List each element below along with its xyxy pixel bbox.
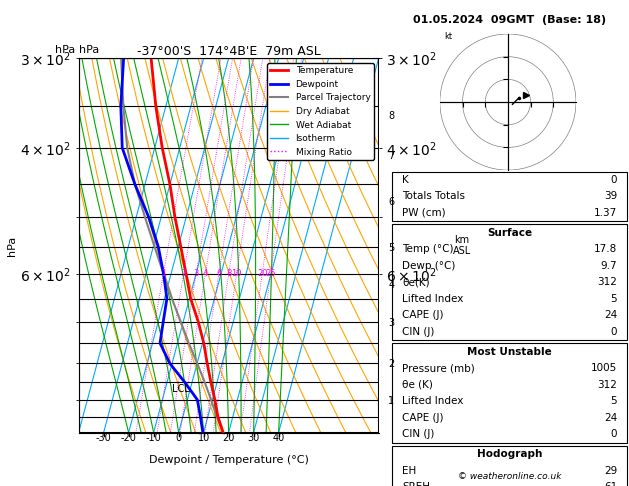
Text: 10: 10 <box>198 433 209 443</box>
Text: EH: EH <box>402 466 416 476</box>
Text: 2: 2 <box>181 269 186 278</box>
Text: 24: 24 <box>604 413 617 423</box>
Text: 0: 0 <box>611 327 617 337</box>
Text: -10: -10 <box>146 433 162 443</box>
Text: SREH: SREH <box>402 482 430 486</box>
Text: 0: 0 <box>175 433 182 443</box>
Text: CAPE (J): CAPE (J) <box>402 311 443 320</box>
Text: 30: 30 <box>247 433 260 443</box>
Text: 20: 20 <box>257 269 267 278</box>
Legend: Temperature, Dewpoint, Parcel Trajectory, Dry Adiabat, Wet Adiabat, Isotherm, Mi: Temperature, Dewpoint, Parcel Trajectory… <box>267 63 374 160</box>
Text: 8: 8 <box>226 269 231 278</box>
Text: Pressure (mb): Pressure (mb) <box>402 363 475 373</box>
Text: 9.7: 9.7 <box>601 261 617 271</box>
Text: 1: 1 <box>161 269 166 278</box>
Text: 20: 20 <box>223 433 235 443</box>
Text: Lifted Index: Lifted Index <box>402 294 464 304</box>
Text: K: K <box>402 175 409 185</box>
Text: 0: 0 <box>611 175 617 185</box>
Text: θe(K): θe(K) <box>402 278 430 287</box>
Text: 24: 24 <box>604 311 617 320</box>
Text: 29: 29 <box>604 466 617 476</box>
Text: -30: -30 <box>96 433 111 443</box>
Text: Dewp (°C): Dewp (°C) <box>402 261 455 271</box>
Text: 17.8: 17.8 <box>594 244 617 254</box>
Text: CIN (J): CIN (J) <box>402 429 434 439</box>
Text: 4: 4 <box>203 269 208 278</box>
Text: 312: 312 <box>597 380 617 390</box>
Text: 5: 5 <box>610 396 617 406</box>
Text: 1.37: 1.37 <box>594 208 617 218</box>
Text: 1005: 1005 <box>591 363 617 373</box>
Text: hPa: hPa <box>79 45 99 54</box>
Text: 61: 61 <box>604 482 617 486</box>
Y-axis label: km
ASL: km ASL <box>453 235 471 256</box>
Text: hPa: hPa <box>55 45 75 54</box>
Text: 25: 25 <box>265 269 276 278</box>
Text: LCL: LCL <box>172 384 190 394</box>
Text: 5: 5 <box>610 294 617 304</box>
Text: kt: kt <box>445 32 452 40</box>
Text: 0: 0 <box>611 429 617 439</box>
Text: Dewpoint / Temperature (°C): Dewpoint / Temperature (°C) <box>148 455 309 465</box>
Text: 39: 39 <box>604 191 617 201</box>
Text: Totals Totals: Totals Totals <box>402 191 465 201</box>
Text: θe (K): θe (K) <box>402 380 433 390</box>
Text: 40: 40 <box>272 433 285 443</box>
Text: Most Unstable: Most Unstable <box>467 347 552 357</box>
Text: CAPE (J): CAPE (J) <box>402 413 443 423</box>
Text: © weatheronline.co.uk: © weatheronline.co.uk <box>458 472 561 481</box>
Title: -37°00'S  174°4B'E  79m ASL: -37°00'S 174°4B'E 79m ASL <box>136 45 321 58</box>
Text: 10: 10 <box>231 269 242 278</box>
Text: 6: 6 <box>216 269 221 278</box>
Text: PW (cm): PW (cm) <box>402 208 445 218</box>
Text: 01.05.2024  09GMT  (Base: 18): 01.05.2024 09GMT (Base: 18) <box>413 15 606 25</box>
Text: -20: -20 <box>121 433 136 443</box>
Text: Temp (°C): Temp (°C) <box>402 244 454 254</box>
Text: Lifted Index: Lifted Index <box>402 396 464 406</box>
Text: 3: 3 <box>194 269 199 278</box>
Y-axis label: hPa: hPa <box>8 235 18 256</box>
Text: CIN (J): CIN (J) <box>402 327 434 337</box>
Text: 312: 312 <box>597 278 617 287</box>
Text: Surface: Surface <box>487 228 532 238</box>
Text: Hodograph: Hodograph <box>477 449 542 459</box>
